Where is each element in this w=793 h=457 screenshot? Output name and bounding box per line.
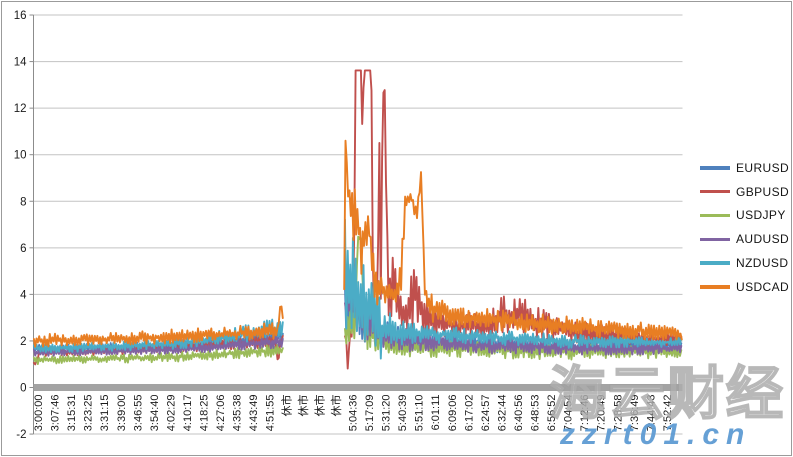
legend-swatch-usdjpy bbox=[700, 213, 730, 218]
x-axis-tick-label: 5:17:09 bbox=[364, 395, 376, 432]
x-axis-tick-label: 6:09:06 bbox=[447, 395, 459, 432]
x-axis-tick-label: 5:51:10 bbox=[414, 395, 426, 432]
x-axis-tick-label: 7:52:42 bbox=[662, 395, 674, 432]
y-axis-tick-label: 14 bbox=[14, 57, 27, 69]
x-axis-tick-label: 6:32:44 bbox=[496, 395, 508, 432]
legend-swatch-eurusd bbox=[700, 166, 730, 170]
x-axis-tick-label: 5:04:36 bbox=[347, 395, 359, 432]
y-axis-tick-label: -2 bbox=[16, 429, 26, 441]
series-line-usdcad bbox=[32, 305, 284, 348]
legend-label: NZDUSD bbox=[736, 256, 789, 271]
x-axis-tick-label: 4:51:55 bbox=[265, 395, 277, 432]
legend-label: USDCAD bbox=[736, 279, 790, 294]
legend-label: USDJPY bbox=[736, 208, 786, 223]
x-axis-tick-label: 6:48:53 bbox=[530, 395, 542, 432]
x-axis-tick-label: 4:18:25 bbox=[199, 395, 211, 432]
x-axis-tick-label: 6:17:02 bbox=[463, 395, 475, 432]
x-axis-tick-label: 4:27:06 bbox=[215, 395, 227, 432]
x-axis-tick-label: 3:46:55 bbox=[132, 395, 144, 432]
y-axis-tick-label: 2 bbox=[20, 336, 26, 348]
x-axis-tick-label: 4:35:38 bbox=[232, 395, 244, 432]
x-axis-tick-label: 6:40:56 bbox=[513, 395, 525, 432]
x-axis-tick-label: 3:00:00 bbox=[33, 395, 45, 432]
y-axis-tick-label: 10 bbox=[14, 150, 27, 162]
x-axis-tick-label: 7:12:46 bbox=[579, 395, 591, 432]
x-axis-tick-label: 3:39:00 bbox=[116, 395, 128, 432]
x-axis-tick-label: 7:28:58 bbox=[612, 395, 624, 432]
x-axis-label-closed-market: 休市 bbox=[329, 395, 343, 417]
legend-item-eurusd: EURUSD bbox=[700, 156, 789, 180]
series-line-usdjpy bbox=[32, 343, 284, 366]
legend-item-audusd: AUDUSD bbox=[700, 227, 789, 251]
y-axis-tick-label: 0 bbox=[20, 383, 26, 395]
x-axis-tick-label: 3:23:25 bbox=[83, 395, 95, 432]
legend-swatch-nzdusd bbox=[700, 261, 730, 265]
x-axis-tick-label: 5:31:20 bbox=[381, 395, 393, 432]
x-axis-tick-label: 7:44:43 bbox=[645, 395, 657, 432]
series-line-audusd bbox=[32, 334, 284, 357]
x-axis-tick-label: 6:01:11 bbox=[430, 395, 442, 431]
x-axis-tick-label: 3:31:15 bbox=[99, 395, 111, 432]
x-axis-tick-label: 3:54:40 bbox=[149, 395, 161, 432]
x-axis-bar bbox=[33, 384, 683, 391]
x-axis-tick-label: 7:36:49 bbox=[629, 395, 641, 432]
x-axis-tick-label: 6:56:52 bbox=[546, 395, 558, 432]
legend-item-usdcad: USDCAD bbox=[700, 275, 789, 299]
x-axis-tick-label: 7:20:49 bbox=[596, 395, 608, 432]
y-axis-tick-label: 6 bbox=[20, 243, 26, 255]
series-line-usdcad bbox=[343, 139, 683, 341]
x-axis-tick-label: 4:10:17 bbox=[182, 395, 194, 432]
series-line-nzdusd bbox=[344, 218, 683, 360]
legend-swatch-usdcad bbox=[700, 285, 730, 289]
y-axis-tick-label: 8 bbox=[20, 196, 26, 208]
y-axis-tick-label: 12 bbox=[14, 103, 27, 115]
x-axis-label-closed-market: 休市 bbox=[296, 395, 310, 417]
x-axis-label-closed-market: 休市 bbox=[279, 395, 293, 417]
x-axis-tick-label: 6:24:57 bbox=[480, 395, 492, 432]
legend-item-usdjpy: USDJPY bbox=[700, 204, 789, 228]
x-axis-tick-label: 5:40:39 bbox=[397, 395, 409, 432]
y-axis-tick-label: 16 bbox=[14, 10, 27, 22]
x-axis-tick-label: 4:02:29 bbox=[165, 395, 177, 432]
x-axis-tick-label: 3:15:31 bbox=[66, 395, 78, 432]
chart-legend: EURUSD GBPUSD USDJPY AUDUSD NZDUSD USDCA… bbox=[700, 156, 789, 299]
y-axis-tick-label: 4 bbox=[20, 289, 27, 301]
legend-item-gbpusd: GBPUSD bbox=[700, 180, 789, 204]
legend-label: GBPUSD bbox=[736, 184, 790, 199]
legend-label: EURUSD bbox=[736, 160, 790, 175]
x-axis-tick-label: 3:07:46 bbox=[50, 395, 62, 432]
x-axis-label-closed-market: 休市 bbox=[312, 395, 326, 417]
legend-item-nzdusd: NZDUSD bbox=[700, 251, 789, 275]
legend-label: AUDUSD bbox=[736, 232, 790, 247]
legend-swatch-gbpusd bbox=[700, 190, 730, 194]
legend-swatch-audusd bbox=[700, 237, 730, 241]
x-axis-tick-label: 4:43:49 bbox=[248, 395, 260, 432]
x-axis-tick-label: 7:04:54 bbox=[563, 395, 575, 432]
